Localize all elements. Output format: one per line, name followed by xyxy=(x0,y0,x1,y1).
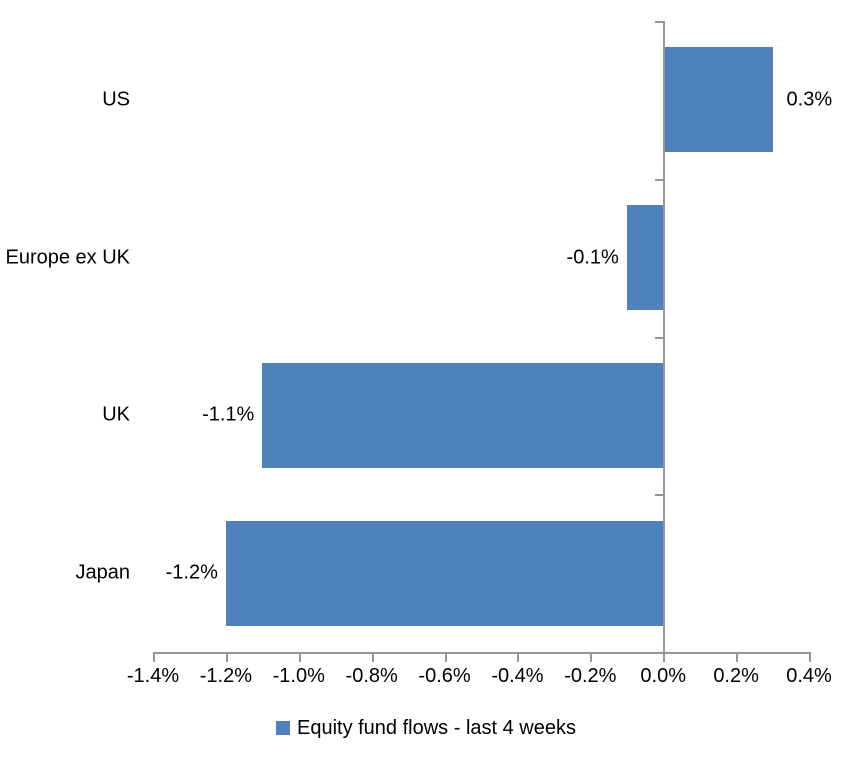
zero-axis-line xyxy=(663,21,666,662)
x-tick-label: -0.4% xyxy=(491,665,544,687)
category-tick xyxy=(655,21,664,23)
bar-us xyxy=(663,47,773,153)
category-label: UK xyxy=(102,403,130,426)
x-tick xyxy=(225,654,228,662)
legend-series-marker xyxy=(275,721,290,735)
x-tick xyxy=(663,654,666,662)
bar-value-label: -1.2% xyxy=(165,561,218,584)
legend: Equity fund flows - last 4 weeks xyxy=(0,714,852,742)
category-tick xyxy=(655,178,664,181)
bar-value-label: -1.1% xyxy=(202,403,255,426)
x-axis-line xyxy=(153,652,811,654)
x-tick-label: -0.8% xyxy=(345,665,398,687)
bar-europe-ex-uk xyxy=(626,205,664,311)
bar-value-label: 0.3% xyxy=(786,88,833,111)
x-tick-label: 0.2% xyxy=(713,665,759,687)
x-tick xyxy=(444,654,447,662)
bar-uk xyxy=(262,362,664,468)
x-tick-label: -1.0% xyxy=(272,665,325,687)
x-tick-label: 0.0% xyxy=(640,665,687,687)
category-label: Europe ex UK xyxy=(5,246,130,269)
category-tick xyxy=(655,494,664,497)
legend-series-label: Equity fund flows - last 4 weeks xyxy=(296,716,576,739)
x-tick-label: -0.6% xyxy=(418,665,471,687)
bar-japan xyxy=(225,520,664,626)
x-tick xyxy=(371,654,374,662)
bar-value-label: -0.1% xyxy=(566,246,619,269)
x-tick xyxy=(153,654,155,662)
x-tick xyxy=(590,654,593,662)
x-tick-label: -1.4% xyxy=(126,665,180,687)
x-tick-label: -0.2% xyxy=(564,665,617,687)
x-tick-label: -1.2% xyxy=(199,665,252,687)
x-tick xyxy=(736,654,739,662)
x-tick-label: 0.4% xyxy=(786,665,832,687)
x-tick xyxy=(517,654,520,662)
x-tick xyxy=(298,654,301,662)
category-label: US xyxy=(102,88,130,111)
category-tick xyxy=(655,336,664,339)
category-label: Japan xyxy=(75,561,131,584)
x-tick xyxy=(809,654,811,662)
category-tick xyxy=(655,652,664,654)
